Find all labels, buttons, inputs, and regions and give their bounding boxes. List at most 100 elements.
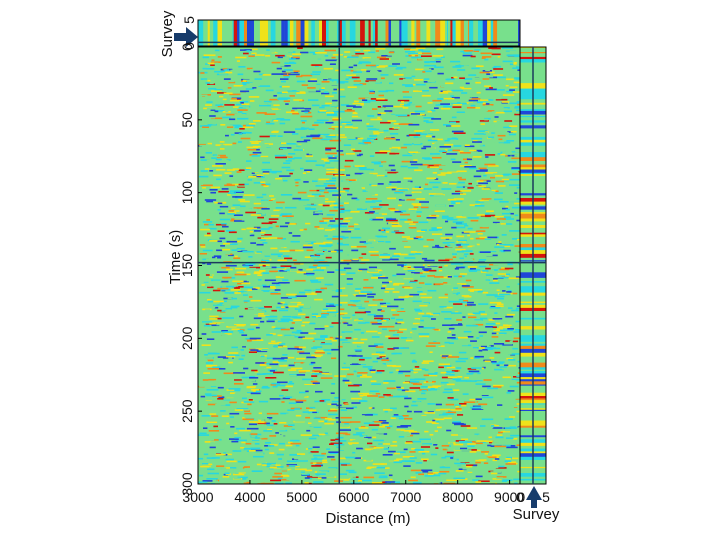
heatmap-cell	[426, 435, 433, 438]
heatmap-cell	[395, 154, 404, 156]
heatmap-cell	[509, 89, 515, 91]
heatmap-cell	[252, 87, 257, 89]
heatmap-cell	[502, 223, 513, 225]
heatmap-cell	[198, 457, 204, 460]
heatmap-cell	[368, 89, 374, 92]
heatmap-cell	[493, 386, 502, 388]
heatmap-cell	[279, 225, 288, 228]
heatmap-cell	[236, 171, 242, 173]
heatmap-cell	[482, 102, 487, 104]
heatmap-cell	[440, 331, 448, 333]
heatmap-cell	[391, 148, 398, 150]
heatmap-cell	[506, 392, 512, 394]
heatmap-cell	[239, 200, 250, 203]
heatmap-cell	[303, 427, 314, 429]
heatmap-cell	[236, 247, 245, 250]
heatmap-cell	[361, 203, 371, 206]
heatmap-cell	[503, 108, 508, 110]
heatmap-cell	[508, 307, 513, 309]
heatmap-cell	[488, 54, 499, 57]
heatmap-cell	[269, 181, 274, 184]
heatmap-cell	[431, 344, 442, 347]
heatmap-cell	[381, 310, 385, 312]
heatmap-cell	[280, 412, 289, 415]
heatmap-cell	[516, 309, 520, 312]
heatmap-cell	[275, 54, 285, 57]
heatmap-cell	[388, 111, 393, 113]
heatmap-cell	[388, 280, 393, 283]
heatmap-cell	[444, 410, 448, 413]
heatmap-cell	[431, 138, 443, 141]
heatmap-cell	[485, 274, 493, 276]
heatmap-cell	[490, 382, 503, 384]
heatmap-cell	[221, 188, 229, 190]
heatmap-cell	[291, 451, 301, 454]
heatmap-cell	[210, 385, 217, 388]
heatmap-cell	[300, 120, 307, 122]
heatmap-cell	[461, 421, 468, 423]
heatmap-cell	[311, 64, 323, 66]
heatmap-cell	[224, 69, 230, 71]
heatmap-cell	[475, 461, 481, 464]
heatmap-cell	[234, 432, 238, 435]
heatmap-cell	[448, 245, 459, 248]
heatmap-cell	[427, 411, 434, 413]
heatmap-cell	[215, 223, 227, 226]
heatmap-cell	[254, 370, 259, 373]
heatmap-cell	[489, 297, 496, 300]
heatmap-cell	[237, 476, 248, 479]
heatmap-cell	[203, 48, 208, 51]
heatmap-cell	[327, 347, 333, 349]
heatmap-cell	[201, 415, 210, 417]
heatmap-cell	[264, 313, 273, 315]
heatmap-cell	[312, 370, 321, 372]
heatmap-cell	[423, 245, 429, 248]
heatmap-cell	[296, 460, 308, 462]
heatmap-cell	[216, 271, 229, 273]
heatmap-cell	[352, 188, 362, 191]
heatmap-cell	[356, 154, 362, 157]
heatmap-cell	[452, 196, 462, 198]
heatmap-cell	[319, 222, 327, 224]
heatmap-cell	[355, 339, 360, 342]
heatmap-cell	[485, 279, 491, 281]
heatmap-cell	[300, 283, 310, 285]
heatmap-cell	[257, 279, 262, 281]
heatmap-cell	[501, 49, 511, 51]
heatmap-cell	[439, 146, 451, 148]
heatmap-cell	[458, 135, 468, 138]
heatmap-cell	[462, 52, 472, 54]
heatmap-cell	[401, 160, 412, 163]
heatmap-cell	[427, 386, 438, 388]
heatmap-cell	[347, 138, 357, 140]
heatmap-cell	[323, 241, 333, 244]
heatmap-cell	[271, 121, 284, 123]
heatmap-cell	[273, 423, 278, 425]
heatmap-cell	[361, 453, 370, 455]
heatmap-cell	[410, 378, 421, 381]
heatmap-cell	[307, 87, 316, 89]
heatmap-cell	[346, 272, 356, 274]
heatmap-cell	[396, 347, 405, 349]
heatmap-cell	[308, 409, 317, 412]
heatmap-cell	[313, 112, 323, 115]
heatmap-cell	[269, 135, 277, 137]
heatmap-cell	[513, 337, 520, 340]
heatmap-cell	[200, 338, 207, 340]
heatmap-cell	[318, 477, 327, 479]
heatmap-cell	[477, 369, 489, 372]
heatmap-cell	[230, 90, 241, 93]
heatmap-cell	[416, 63, 424, 65]
heatmap-cell	[273, 424, 281, 427]
heatmap-cell	[240, 58, 251, 61]
heatmap-cell	[376, 351, 385, 354]
heatmap-cell	[397, 310, 406, 312]
heatmap-cell	[230, 182, 240, 184]
heatmap-cell	[223, 78, 231, 80]
heatmap-cell	[220, 279, 226, 282]
heatmap-cell	[283, 162, 291, 164]
heatmap-cell	[418, 89, 429, 92]
heatmap-cell	[246, 146, 258, 149]
heatmap-cell	[410, 103, 415, 105]
heatmap-cell	[307, 100, 318, 103]
